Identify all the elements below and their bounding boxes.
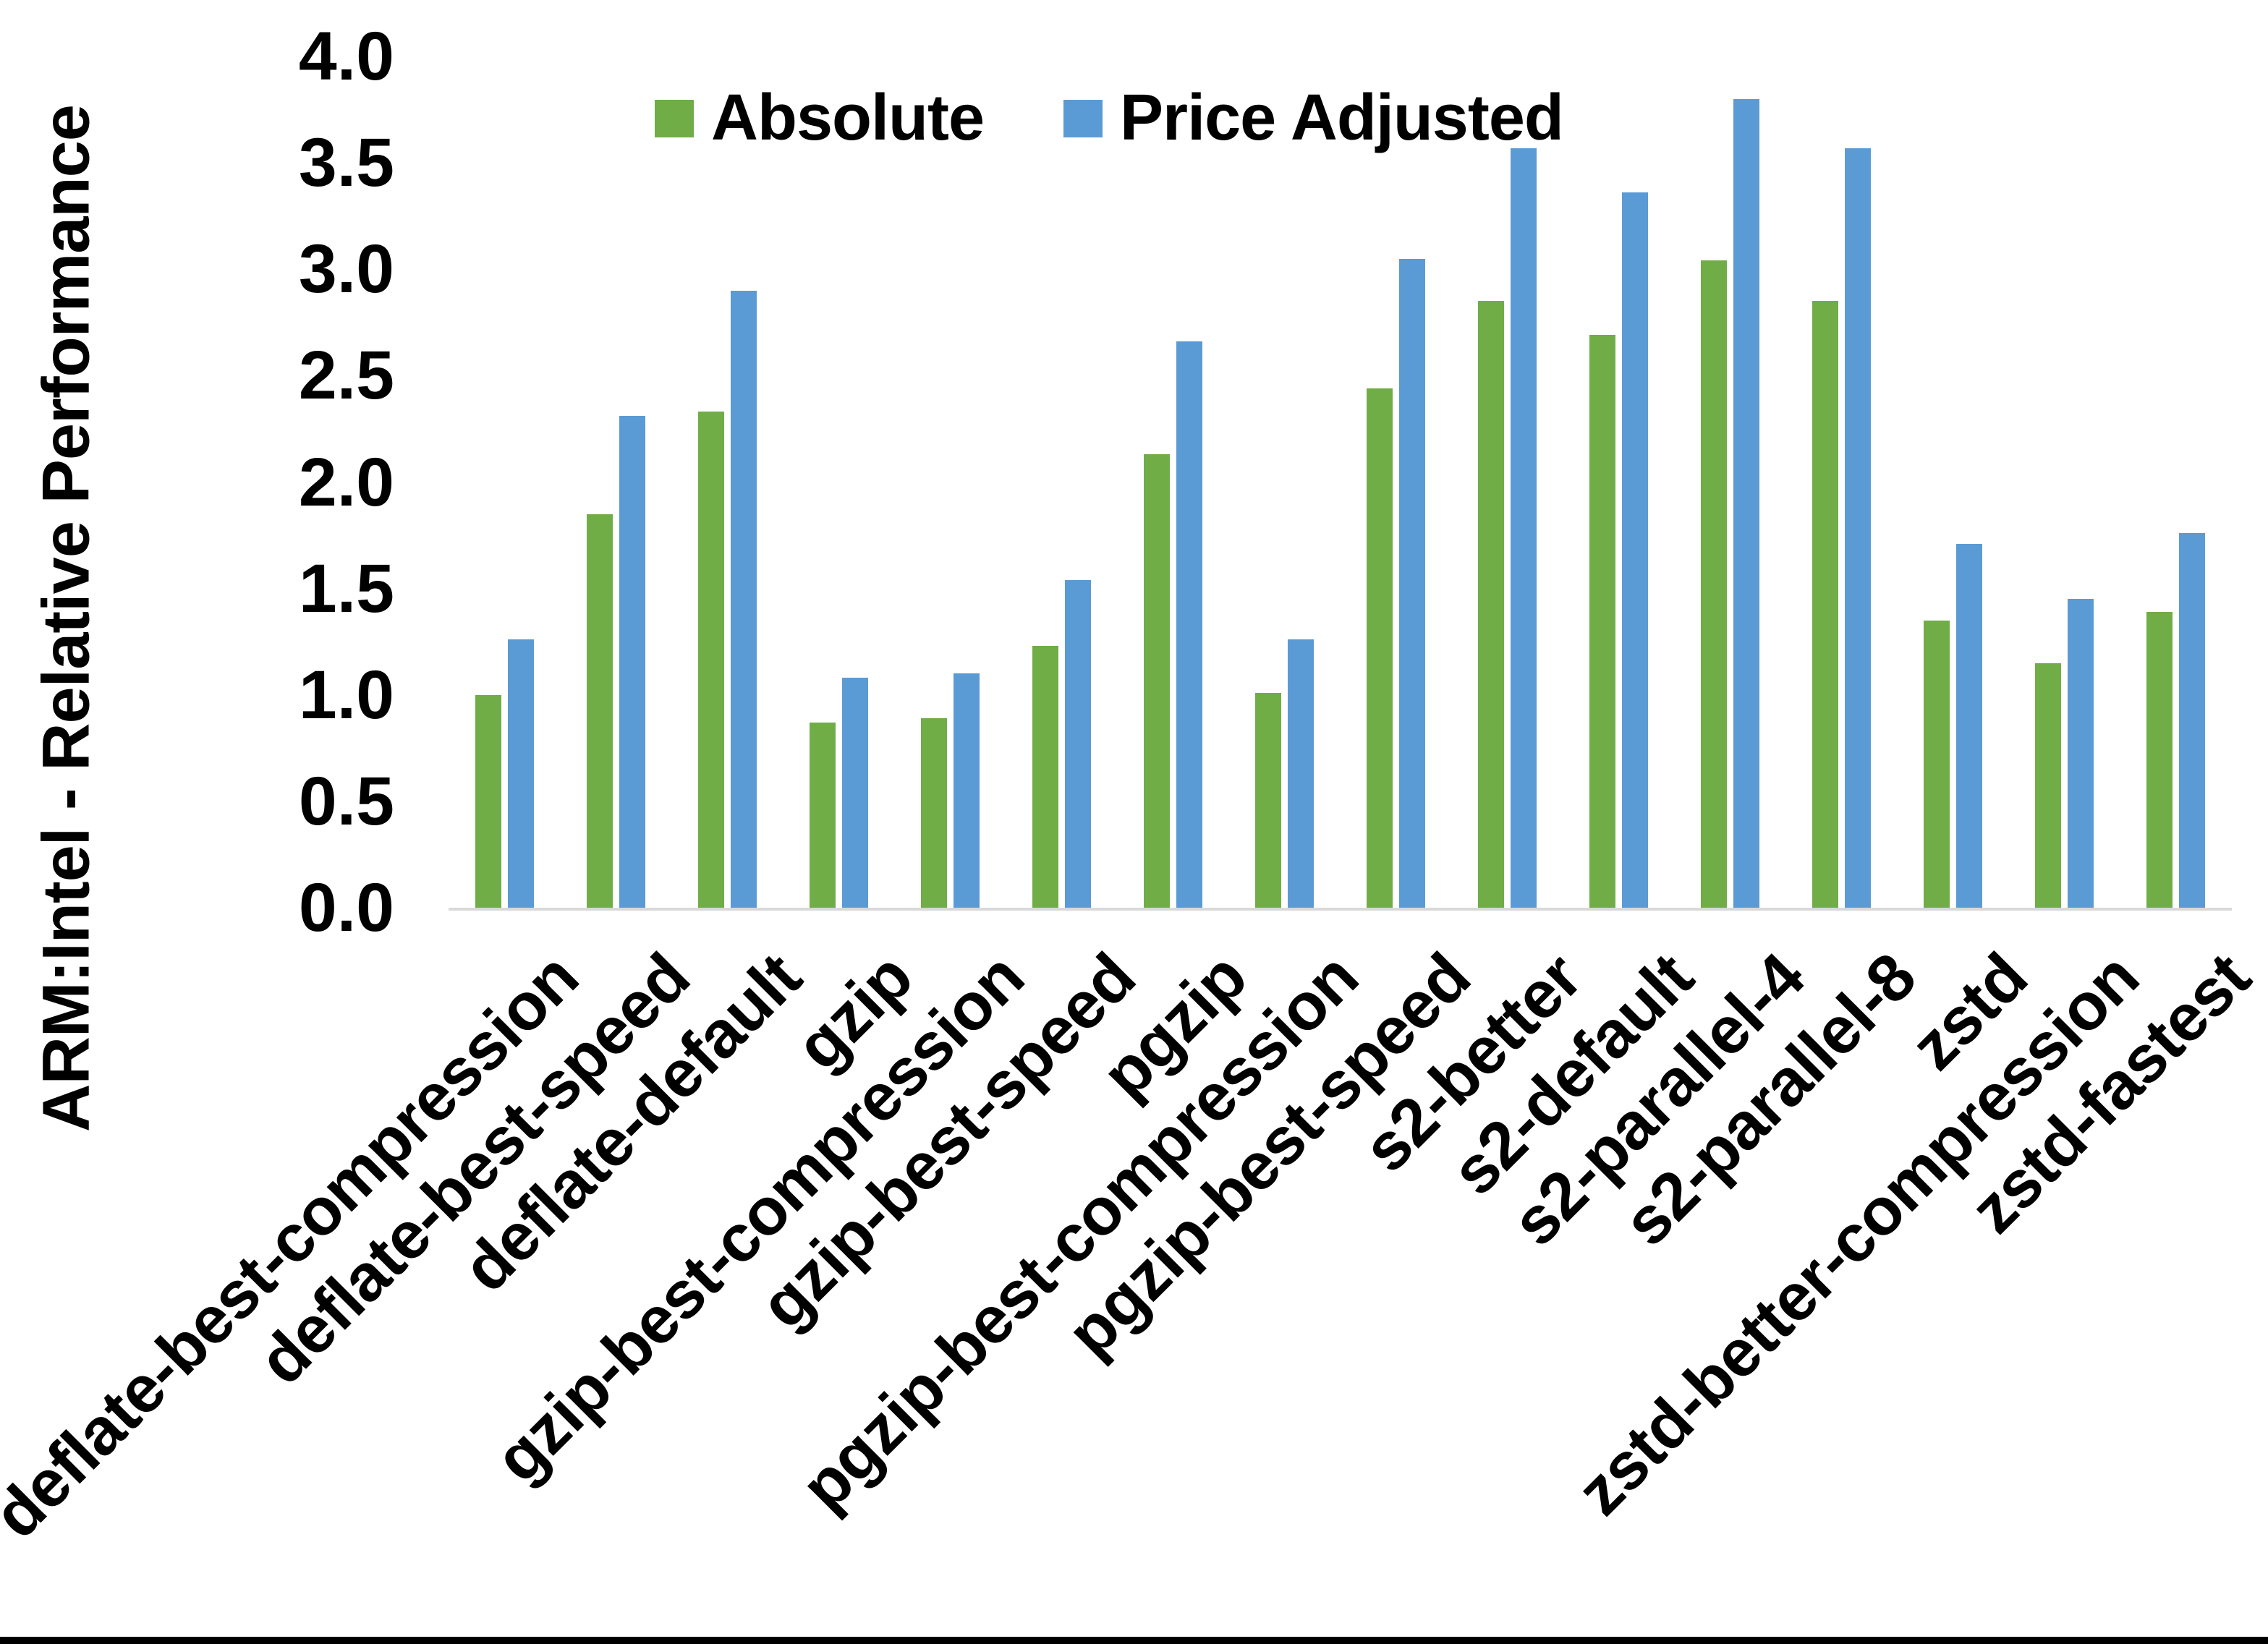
bar-price-adjusted xyxy=(953,673,980,908)
bar-price-adjusted xyxy=(1733,99,1760,908)
y-tick-label: 3.5 xyxy=(298,124,394,202)
legend-item-price-adjusted: Price Adjusted xyxy=(1063,81,1564,156)
bar-price-adjusted xyxy=(2068,599,2094,908)
bar-price-adjusted xyxy=(1399,259,1426,908)
y-tick-label: 1.5 xyxy=(298,550,394,627)
y-tick-label: 0.5 xyxy=(298,762,394,840)
y-tick-label: 1.0 xyxy=(298,656,394,733)
legend-swatch-absolute xyxy=(655,99,694,137)
bar-price-adjusted xyxy=(2179,533,2206,908)
bar-absolute xyxy=(1924,621,1950,908)
y-axis-title: ARM:Intel - Relative Performance xyxy=(29,105,103,1132)
bar-absolute xyxy=(1812,301,1839,908)
bar-absolute xyxy=(1143,454,1170,908)
legend: Absolute Price Adjusted xyxy=(655,81,1564,156)
bar-group xyxy=(449,56,560,908)
bar-price-adjusted xyxy=(1176,341,1202,908)
bar-absolute xyxy=(2035,663,2062,908)
bar-price-adjusted xyxy=(507,639,534,908)
bar-absolute xyxy=(809,723,836,908)
bar-absolute xyxy=(920,718,947,908)
bar-absolute xyxy=(697,412,724,908)
bar-price-adjusted xyxy=(1511,148,1537,908)
bar-absolute xyxy=(475,695,501,908)
legend-item-absolute: Absolute xyxy=(655,81,985,156)
y-tick-label: 2.5 xyxy=(298,337,394,414)
legend-label-absolute: Absolute xyxy=(711,82,985,154)
bar-absolute xyxy=(1478,301,1505,908)
bar-group xyxy=(1341,56,1452,908)
bar-group xyxy=(1675,56,1786,908)
bar-absolute xyxy=(2146,612,2173,908)
y-tick-label: 0.0 xyxy=(298,869,394,946)
bar-group xyxy=(1228,56,1340,908)
bar-group xyxy=(671,56,783,908)
bar-price-adjusted xyxy=(1956,544,1983,908)
bar-price-adjusted xyxy=(1064,580,1091,908)
legend-label-price-adjusted: Price Adjusted xyxy=(1120,82,1564,154)
y-tick-label: 3.0 xyxy=(298,231,394,308)
bar-group xyxy=(560,56,671,908)
bar-absolute xyxy=(1032,646,1058,908)
bar-group xyxy=(783,56,894,908)
bar-absolute xyxy=(1701,260,1728,908)
bar-absolute xyxy=(1254,693,1281,908)
bar-group xyxy=(2120,56,2232,908)
bar-group xyxy=(1898,56,2009,908)
legend-swatch-price-adjusted xyxy=(1063,99,1103,137)
bar-price-adjusted xyxy=(1845,148,1872,908)
bar-price-adjusted xyxy=(730,291,757,908)
bar-group xyxy=(2009,56,2120,908)
bar-price-adjusted xyxy=(1622,192,1649,908)
bar-price-adjusted xyxy=(1287,639,1314,908)
bar-group xyxy=(894,56,1006,908)
bar-price-adjusted xyxy=(619,416,645,908)
bottom-border xyxy=(0,1637,2268,1644)
bar-absolute xyxy=(1589,335,1616,908)
bar-price-adjusted xyxy=(841,678,868,908)
plot-area xyxy=(449,56,2232,911)
bar-absolute xyxy=(586,514,613,908)
bar-group xyxy=(1117,56,1228,908)
bar-absolute xyxy=(1367,388,1393,908)
y-tick-label: 4.0 xyxy=(298,18,394,95)
bar-group xyxy=(1452,56,1563,908)
bar-group xyxy=(1786,56,1898,908)
bar-group xyxy=(1006,56,1117,908)
y-tick-label: 2.0 xyxy=(298,443,394,521)
bar-group xyxy=(1563,56,1675,908)
